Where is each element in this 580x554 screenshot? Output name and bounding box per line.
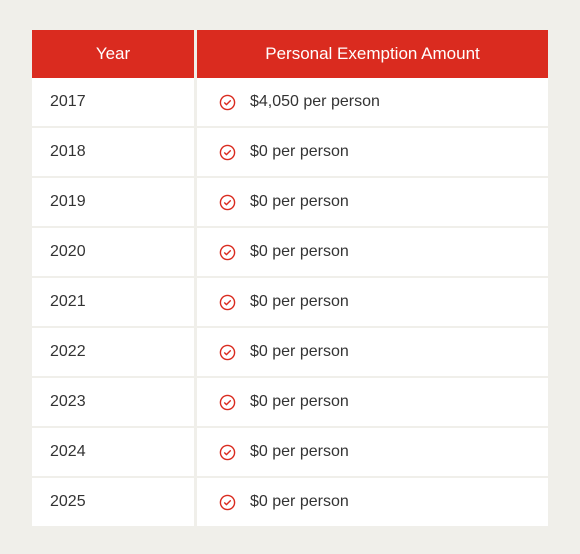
cell-amount: $4,050 per person (197, 78, 548, 126)
cell-amount: $0 per person (197, 228, 548, 276)
cell-amount: $0 per person (197, 378, 548, 426)
table-row: 2023 $0 per person (32, 378, 548, 428)
checkmark-circle-icon (219, 144, 236, 161)
cell-year: 2023 (32, 378, 197, 426)
table-row: 2020 $0 per person (32, 228, 548, 278)
amount-text: $0 per person (250, 243, 349, 261)
table-row: 2019 $0 per person (32, 178, 548, 228)
cell-year: 2024 (32, 428, 197, 476)
amount-text: $0 per person (250, 493, 349, 511)
table-row: 2022 $0 per person (32, 328, 548, 378)
amount-text: $4,050 per person (250, 93, 380, 111)
cell-year: 2019 (32, 178, 197, 226)
amount-text: $0 per person (250, 193, 349, 211)
checkmark-circle-icon (219, 94, 236, 111)
cell-year: 2020 (32, 228, 197, 276)
cell-amount: $0 per person (197, 278, 548, 326)
cell-amount: $0 per person (197, 328, 548, 376)
header-year: Year (32, 30, 197, 78)
table-row: 2024 $0 per person (32, 428, 548, 478)
cell-year: 2018 (32, 128, 197, 176)
amount-text: $0 per person (250, 143, 349, 161)
table-row: 2018 $0 per person (32, 128, 548, 178)
cell-year: 2017 (32, 78, 197, 126)
table-row: 2025 $0 per person (32, 478, 548, 528)
checkmark-circle-icon (219, 394, 236, 411)
checkmark-circle-icon (219, 344, 236, 361)
cell-year: 2025 (32, 478, 197, 526)
table-row: 2021 $0 per person (32, 278, 548, 328)
cell-amount: $0 per person (197, 128, 548, 176)
cell-year: 2022 (32, 328, 197, 376)
amount-text: $0 per person (250, 443, 349, 461)
cell-amount: $0 per person (197, 178, 548, 226)
checkmark-circle-icon (219, 494, 236, 511)
checkmark-circle-icon (219, 244, 236, 261)
cell-amount: $0 per person (197, 478, 548, 526)
amount-text: $0 per person (250, 393, 349, 411)
checkmark-circle-icon (219, 294, 236, 311)
table-row: 2017 $4,050 per person (32, 78, 548, 128)
exemption-table: Year Personal Exemption Amount 2017 $4,05… (32, 30, 548, 528)
checkmark-circle-icon (219, 194, 236, 211)
table-header-row: Year Personal Exemption Amount (32, 30, 548, 78)
cell-year: 2021 (32, 278, 197, 326)
cell-amount: $0 per person (197, 428, 548, 476)
amount-text: $0 per person (250, 293, 349, 311)
checkmark-circle-icon (219, 444, 236, 461)
header-amount: Personal Exemption Amount (197, 30, 548, 78)
table-body: 2017$4,050 per person2018$0 per person20… (32, 78, 548, 528)
amount-text: $0 per person (250, 343, 349, 361)
